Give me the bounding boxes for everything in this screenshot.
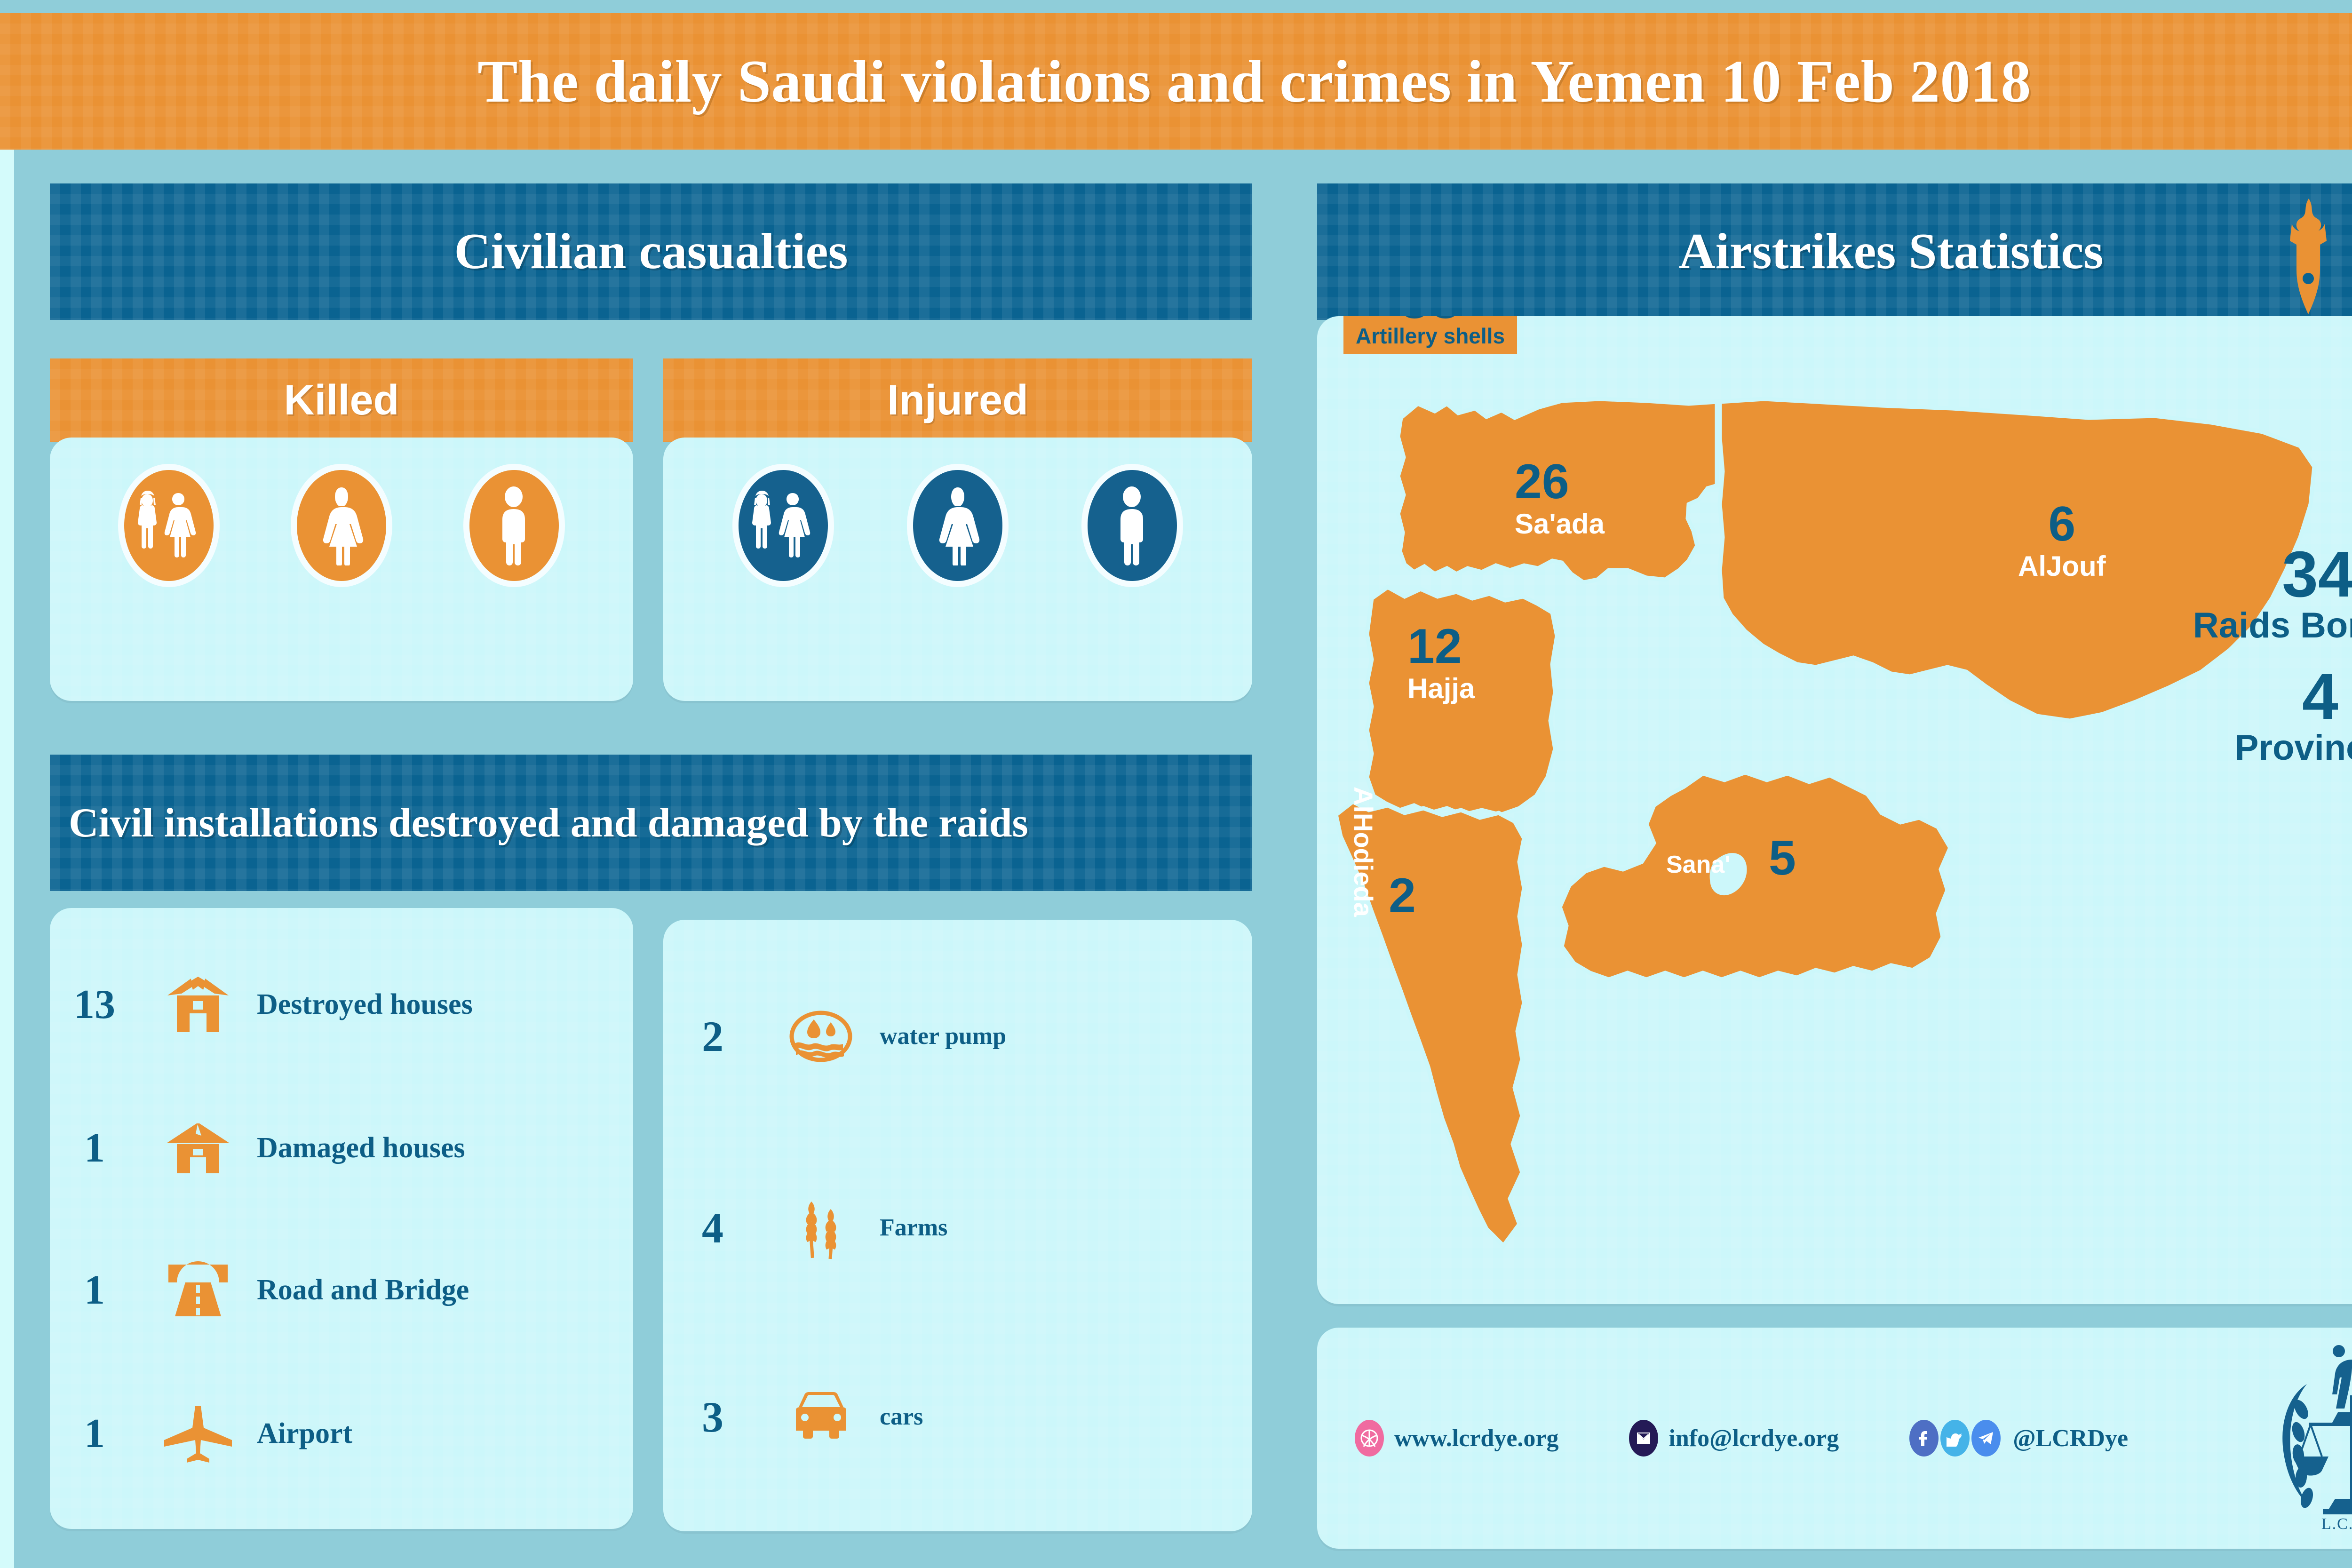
page-header: The daily Saudi violations and crimes in… bbox=[0, 13, 2352, 150]
civil-installations-title: Civil installations destroyed and damage… bbox=[69, 800, 1028, 846]
airstrikes-title: Airstrikes Statistics bbox=[1678, 223, 2104, 279]
destroyed-house-icon bbox=[139, 974, 257, 1035]
wheat-icon bbox=[762, 1195, 880, 1261]
airport-label: Airport bbox=[257, 1417, 353, 1450]
twitter-icon[interactable] bbox=[1940, 1420, 1970, 1457]
social-icon-group bbox=[1909, 1420, 2002, 1457]
province-shape-alhodieda bbox=[1334, 799, 1526, 1249]
injured-label: Injured bbox=[887, 376, 1028, 424]
injured-panel bbox=[663, 438, 1252, 701]
man-icon bbox=[469, 470, 559, 581]
province-shape-aljouf bbox=[1717, 397, 2317, 723]
lcrd-logo: L.C.R.D bbox=[2282, 1345, 2352, 1533]
water-pump-count: 2 bbox=[702, 1012, 723, 1061]
destroyed-houses-count: 13 bbox=[74, 981, 115, 1027]
province-shape-sana bbox=[1557, 770, 1953, 982]
website-text: www.lcrdye.org bbox=[1394, 1425, 1559, 1452]
telegram-icon[interactable] bbox=[1971, 1420, 2001, 1457]
killed-label: Killed bbox=[284, 376, 399, 424]
civilian-casualties-header: Civilian casualties bbox=[50, 183, 1252, 320]
envelope-icon bbox=[1629, 1420, 1659, 1457]
left-edge-strip bbox=[0, 150, 14, 1568]
yemen-provinces-map bbox=[1334, 397, 2317, 1249]
social-handle: @LCRDye bbox=[2013, 1425, 2129, 1452]
civil-installations-left-panel: 13 Destroyed houses 1 bbox=[50, 908, 633, 1529]
map-canvas: 55 Artillery shells bbox=[1317, 316, 2352, 1304]
children-pair-icon bbox=[124, 470, 214, 581]
email-text: info@lcrdye.org bbox=[1669, 1425, 1839, 1452]
list-item: 1 Damaged houses bbox=[50, 1120, 633, 1176]
province-shape-saada bbox=[1396, 397, 1719, 585]
footer-contacts: www.lcrdye.org info@lcrdye.org bbox=[1317, 1328, 2352, 1549]
raids-bombed-label: Raids Bombed bbox=[2193, 605, 2352, 645]
civilian-casualties-title: Civilian casualties bbox=[454, 223, 848, 279]
lcrd-logo-text: L.C.R.D bbox=[2321, 1515, 2352, 1533]
list-item: 1 Airport bbox=[50, 1404, 633, 1463]
cars-count: 3 bbox=[702, 1393, 723, 1441]
yemen-map-panel: 55 Artillery shells bbox=[1317, 316, 2352, 1304]
raids-bombed-stat: 34 Raids Bombed bbox=[2193, 542, 2352, 645]
artillery-shells-count: 55 bbox=[1356, 316, 1505, 327]
dribbble-globe-icon bbox=[1355, 1420, 1384, 1457]
airport-count: 1 bbox=[84, 1411, 105, 1457]
road-bridge-label: Road and Bridge bbox=[257, 1274, 469, 1306]
list-item: 13 Destroyed houses bbox=[50, 974, 633, 1035]
email-link[interactable]: info@lcrdye.org bbox=[1629, 1420, 1839, 1457]
installations-list: 13 Destroyed houses 1 bbox=[50, 908, 633, 1529]
injured-header: Injured bbox=[663, 358, 1252, 442]
provinces-count: 4 bbox=[2302, 661, 2338, 733]
killed-icon-row bbox=[50, 438, 633, 597]
man-icon bbox=[1087, 470, 1177, 581]
installations-list: 2 water pump bbox=[663, 920, 1252, 1531]
damaged-houses-count: 1 bbox=[84, 1125, 105, 1171]
social-links[interactable]: @LCRDye bbox=[1909, 1420, 2128, 1457]
artillery-shells-badge: 55 Artillery shells bbox=[1343, 316, 1518, 354]
killed-panel bbox=[50, 438, 633, 701]
farms-label: Farms bbox=[880, 1214, 948, 1241]
facebook-icon[interactable] bbox=[1909, 1420, 1939, 1457]
list-item: 4 bbox=[663, 1195, 1252, 1261]
injured-icon-row bbox=[663, 438, 1252, 597]
list-item: 2 water pump bbox=[663, 1008, 1252, 1065]
water-pump-label: water pump bbox=[880, 1023, 1007, 1050]
road-bridge-icon bbox=[139, 1261, 257, 1320]
footer-panel: www.lcrdye.org info@lcrdye.org bbox=[1317, 1328, 2352, 1549]
damaged-house-icon bbox=[139, 1120, 257, 1176]
cars-label: cars bbox=[880, 1403, 923, 1430]
provinces-stat: 4 Provinces bbox=[2235, 664, 2352, 767]
falling-bomb-icon bbox=[2290, 199, 2327, 314]
woman-icon bbox=[913, 470, 1002, 581]
airstrikes-header: Airstrikes Statistics bbox=[1317, 183, 2352, 320]
provinces-label: Provinces bbox=[2234, 728, 2352, 768]
woman-icon bbox=[296, 470, 386, 581]
killed-header: Killed bbox=[50, 358, 633, 442]
raids-bombed-count: 34 bbox=[2282, 538, 2352, 611]
civil-installations-header: Civil installations destroyed and damage… bbox=[50, 755, 1252, 891]
farms-count: 4 bbox=[702, 1203, 723, 1252]
page-title: The daily Saudi violations and crimes in… bbox=[477, 48, 2031, 115]
water-pump-icon bbox=[762, 1008, 880, 1065]
road-bridge-count: 1 bbox=[84, 1267, 105, 1313]
damaged-houses-label: Damaged houses bbox=[257, 1131, 465, 1164]
list-item: 3 cars bbox=[663, 1391, 1252, 1443]
children-pair-icon bbox=[739, 470, 828, 581]
airplane-icon bbox=[139, 1404, 257, 1463]
civil-installations-right-panel: 2 water pump bbox=[663, 920, 1252, 1531]
website-link[interactable]: www.lcrdye.org bbox=[1355, 1420, 1558, 1457]
destroyed-houses-label: Destroyed houses bbox=[257, 988, 473, 1020]
car-icon bbox=[762, 1391, 880, 1443]
list-item: 1 Road and Bridge bbox=[50, 1261, 633, 1320]
artillery-shells-label: Artillery shells bbox=[1356, 323, 1505, 348]
map-inner-hole bbox=[1709, 853, 1747, 896]
province-shape-hajja bbox=[1365, 584, 1559, 817]
